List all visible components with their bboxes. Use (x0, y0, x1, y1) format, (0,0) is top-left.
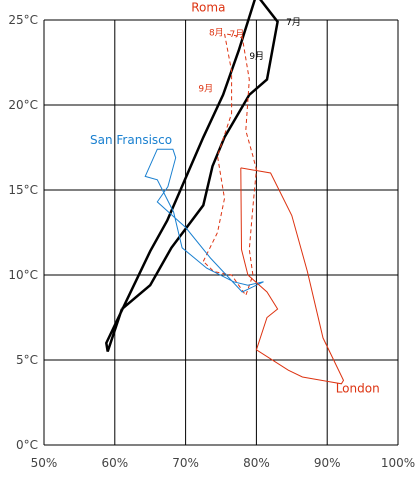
y-tick-label: 10°C (8, 268, 38, 282)
series-name-label: Roma (191, 1, 225, 15)
y-tick-label: 0°C (16, 438, 38, 452)
x-tick-label: 70% (172, 456, 199, 470)
month-label: 8月 (209, 27, 224, 38)
x-tick-label: 50% (31, 456, 58, 470)
series-group (105, 0, 345, 385)
y-tick-label: 15°C (8, 183, 38, 197)
series-line-san-fransisco (144, 148, 264, 293)
series-line-hamamatsu (105, 0, 279, 352)
series-name-label: San Fransisco (90, 133, 172, 147)
month-label: 9月 (198, 83, 213, 94)
series-name-label: London (336, 381, 380, 395)
tick-label-group: 50% 60% 70% 80% 90% 100% 0°C 5°C 10°C 15°C 20°C 25°… (8, 13, 415, 470)
x-tick-label: 60% (101, 456, 128, 470)
month-label: 7月 (229, 29, 244, 40)
month-label: 7月 (286, 17, 301, 28)
x-tick-label: 90% (314, 456, 341, 470)
x-tick-label: 100% (381, 456, 415, 470)
plot-area (44, 20, 398, 445)
y-tick-label: 5°C (16, 353, 38, 367)
y-tick-label: 25°C (8, 13, 38, 27)
series-line-london (240, 167, 345, 385)
grid (43, 19, 399, 446)
month-label: 9月 (249, 51, 264, 62)
x-tick-label: 80% (243, 456, 270, 470)
y-tick-label: 20°C (8, 98, 38, 112)
